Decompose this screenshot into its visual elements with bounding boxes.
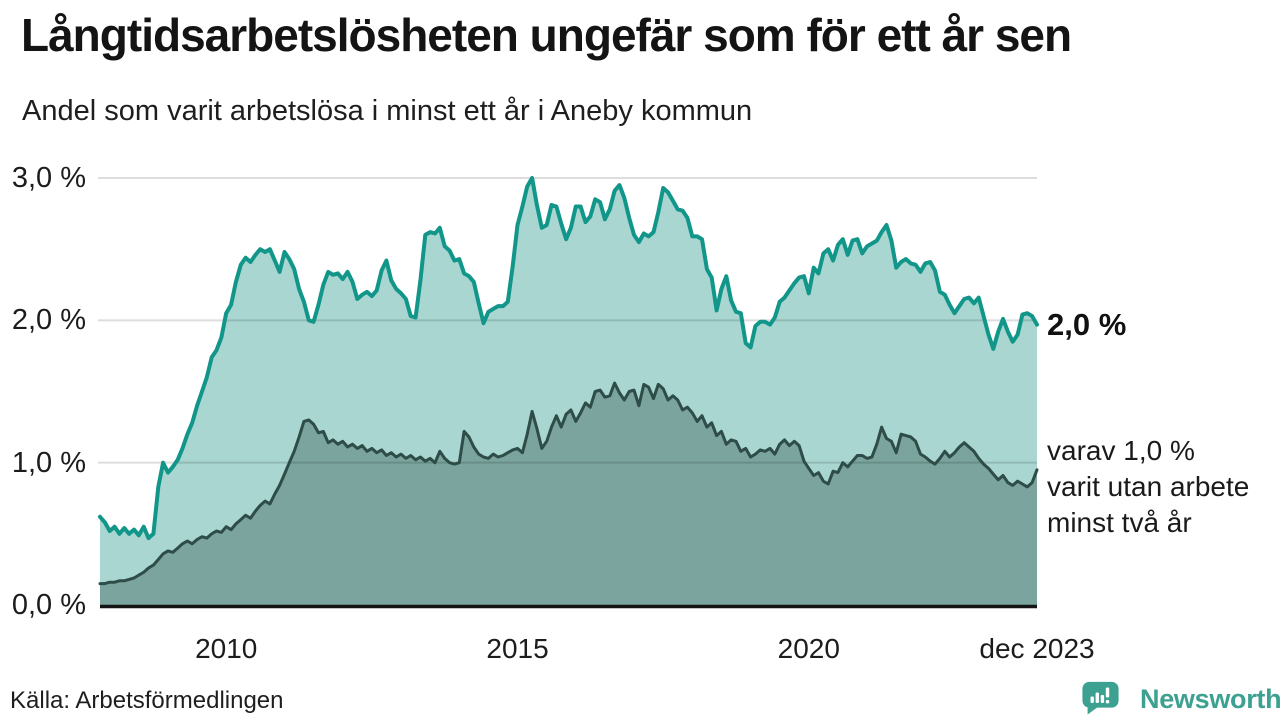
area-unemployed-2yr bbox=[100, 383, 1037, 605]
x-tick-label-2020: 2020 bbox=[777, 633, 840, 664]
line-unemployed-1yr bbox=[98, 176, 1039, 541]
line-unemployed-2yr bbox=[98, 381, 1039, 586]
x-tick-label-dec-2023: dec 2023 bbox=[979, 633, 1095, 664]
brand-logo: Newsworthy bbox=[1082, 681, 1280, 720]
brand-name: Newsworthy bbox=[1140, 684, 1280, 714]
source-note: Källa: Arbetsförmedlingen bbox=[10, 687, 284, 714]
x-tick-label-2015: 2015 bbox=[486, 633, 549, 664]
annotation-latest-total: 2,0 % bbox=[1047, 307, 1127, 342]
x-tick-label-2010: 2010 bbox=[195, 633, 258, 664]
newsworthy-mark-icon bbox=[1082, 681, 1119, 715]
chart-subtitle: Andel som varit arbetslösa i minst ett å… bbox=[22, 95, 753, 127]
annotation-latest-subset: varav 1,0 % varit utan arbete minst två … bbox=[1047, 435, 1250, 538]
y-tick-label-3,0: 3,0 % bbox=[11, 162, 86, 194]
y-tick-label-0,0: 0,0 % bbox=[11, 589, 86, 621]
y-tick-label-1,0: 1,0 % bbox=[11, 446, 86, 479]
y-tick-label-2,0: 2,0 % bbox=[11, 304, 86, 337]
page-title: Långtidsarbetslösheten ungefär som för e… bbox=[21, 9, 1072, 61]
